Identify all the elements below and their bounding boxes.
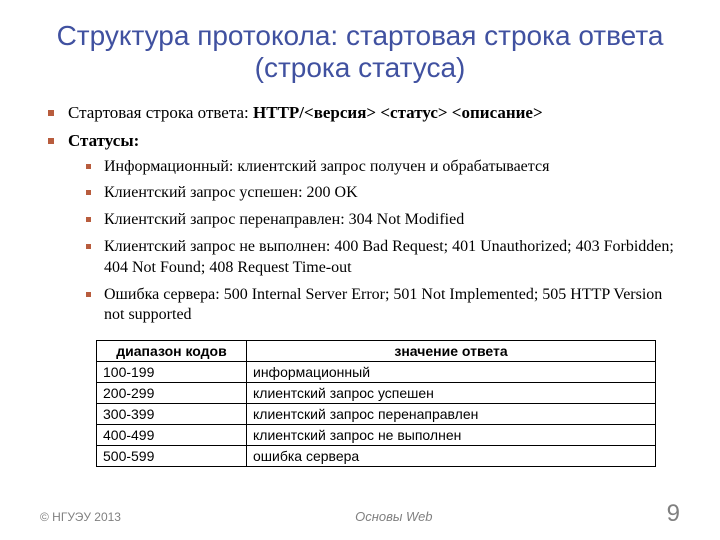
status-item: Клиентский запрос перенаправлен: 304 Not… <box>104 210 680 231</box>
slide: Структура протокола: стартовая строка от… <box>0 0 720 540</box>
table-cell-range: 100-199 <box>97 362 247 383</box>
table-row: 200-299 клиентский запрос успешен <box>97 383 656 404</box>
table-cell-range: 200-299 <box>97 383 247 404</box>
table-cell-meaning: ошибка сервера <box>247 446 656 467</box>
status-item: Информационный: клиентский запрос получе… <box>104 157 680 178</box>
status-sub-list: Информационный: клиентский запрос получе… <box>68 157 680 327</box>
table-cell-meaning: клиентский запрос не выполнен <box>247 425 656 446</box>
table-header-range: диапазон кодов <box>97 341 247 362</box>
slide-title: Структура протокола: стартовая строка от… <box>40 20 680 84</box>
table-row: 500-599 ошибка сервера <box>97 446 656 467</box>
status-item: Клиентский запрос не выполнен: 400 Bad R… <box>104 237 680 279</box>
table-row: 300-399 клиентский запрос перенаправлен <box>97 404 656 425</box>
status-codes-table: диапазон кодов значение ответа 100-199 и… <box>96 340 656 467</box>
table-cell-range: 400-499 <box>97 425 247 446</box>
table-cell-meaning: информационный <box>247 362 656 383</box>
bullet-statuses: Статусы: Информационный: клиентский запр… <box>68 130 680 326</box>
table-row: 100-199 информационный <box>97 362 656 383</box>
footer-page-number: 9 <box>667 500 680 528</box>
bullet-start-line-code: HTTP/<версия> <статус> <описание> <box>249 103 543 122</box>
bullet-statuses-label: Статусы: <box>68 131 139 150</box>
top-bullet-list: Стартовая строка ответа: HTTP/<версия> <… <box>40 102 680 326</box>
bullet-start-line-prefix: Стартовая строка ответа: <box>68 103 249 122</box>
table-cell-meaning: клиентский запрос перенаправлен <box>247 404 656 425</box>
status-item: Клиентский запрос успешен: 200 OK <box>104 183 680 204</box>
footer-course-title: Основы Web <box>121 509 667 524</box>
footer-copyright: © НГУЭУ 2013 <box>40 510 121 524</box>
table-row: 400-499 клиентский запрос не выполнен <box>97 425 656 446</box>
bullet-start-line: Стартовая строка ответа: HTTP/<версия> <… <box>68 102 680 124</box>
table-header-meaning: значение ответа <box>247 341 656 362</box>
table-header-row: диапазон кодов значение ответа <box>97 341 656 362</box>
table-cell-meaning: клиентский запрос успешен <box>247 383 656 404</box>
table-cell-range: 500-599 <box>97 446 247 467</box>
status-item: Ошибка сервера: 500 Internal Server Erro… <box>104 285 680 327</box>
table-cell-range: 300-399 <box>97 404 247 425</box>
slide-footer: © НГУЭУ 2013 Основы Web 9 <box>40 500 680 528</box>
